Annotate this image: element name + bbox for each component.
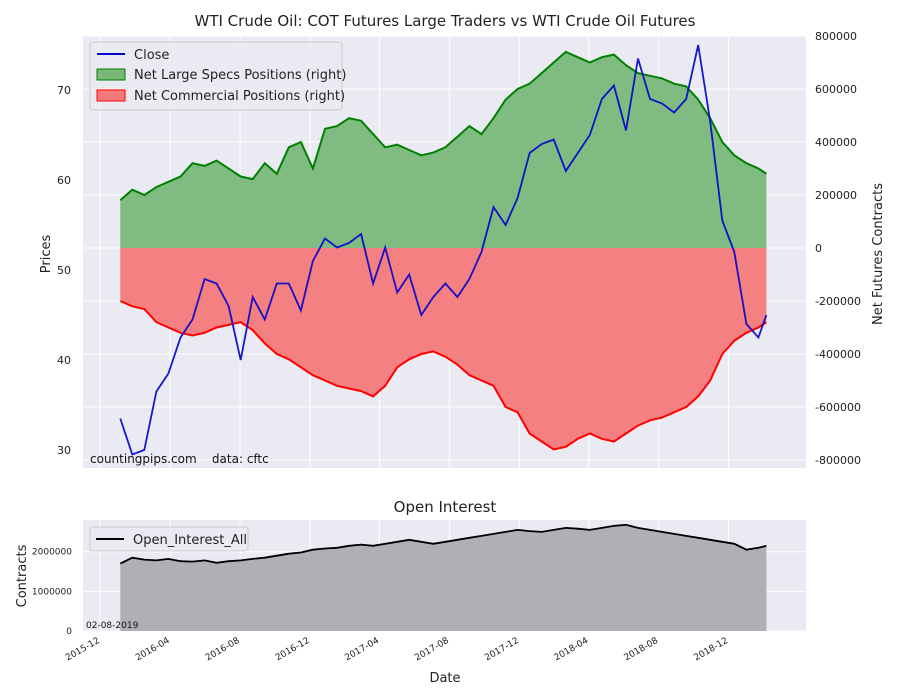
main-y-tick-left: 70 bbox=[57, 84, 71, 97]
oi-date-label: 02-08-2019 bbox=[86, 621, 139, 631]
oi-y-tick: 1000000 bbox=[32, 587, 72, 597]
legend-close-label: Close bbox=[134, 48, 169, 63]
specs-line bbox=[119, 50, 767, 202]
main-y-tick-right: -400000 bbox=[815, 348, 861, 361]
oi-x-label: Date bbox=[429, 671, 460, 686]
oi-legend[interactable]: Open_Interest_All bbox=[89, 526, 249, 552]
main-areas bbox=[120, 51, 767, 450]
oi-area bbox=[119, 523, 767, 631]
oi-y-tick: 2000000 bbox=[32, 548, 72, 558]
main-chart-title: WTI Crude Oil: COT Futures Large Traders… bbox=[195, 12, 696, 30]
main-y-tick-left: 50 bbox=[57, 264, 71, 277]
main-y-tick-right: 800000 bbox=[815, 30, 857, 43]
main-y-tick-right: 0 bbox=[815, 242, 822, 255]
main-y-label-right: Net Futures Contracts bbox=[871, 183, 886, 325]
main-y-tick-right: 400000 bbox=[815, 136, 857, 149]
main-y-tick-left: 30 bbox=[57, 444, 71, 457]
legend-commercial-swatch bbox=[96, 89, 126, 102]
commercial-line bbox=[119, 300, 767, 451]
oi-y-tick: 0 bbox=[66, 627, 72, 637]
oi-fill bbox=[120, 524, 767, 631]
main-y-tick-right: 200000 bbox=[815, 189, 857, 202]
legend-specs-label: Net Large Specs Positions (right) bbox=[134, 68, 346, 83]
oi-y-axis: 0 1000000 2000000 bbox=[32, 548, 72, 637]
commercial-area bbox=[120, 248, 767, 450]
main-lines bbox=[119, 44, 768, 456]
oi-y-label: Contracts bbox=[15, 544, 30, 607]
main-y-tick-right: -200000 bbox=[815, 295, 861, 308]
specs-area bbox=[120, 51, 767, 249]
main-legend[interactable]: Close Net Large Specs Positions (right) … bbox=[89, 41, 346, 111]
legend-specs-swatch bbox=[96, 68, 126, 81]
main-y-tick-right: -800000 bbox=[815, 454, 861, 467]
oi-chart-title: Open Interest bbox=[394, 498, 497, 516]
main-y-tick-right: -600000 bbox=[815, 401, 861, 414]
main-chart: WTI Crude Oil: COT Futures Large Traders… bbox=[39, 12, 886, 468]
main-y-tick-left: 60 bbox=[57, 174, 71, 187]
main-y-tick-left: 40 bbox=[57, 354, 71, 367]
source-text: countingpips.com data: cftc bbox=[90, 452, 269, 466]
main-y-tick-right: 600000 bbox=[815, 83, 857, 96]
oi-line bbox=[119, 523, 767, 565]
main-y-label-left: Prices bbox=[39, 235, 54, 274]
legend-oi-label: Open_Interest_All bbox=[133, 533, 247, 548]
main-y-axis-left: 30 40 50 60 70 bbox=[57, 84, 71, 457]
legend-commercial-label: Net Commercial Positions (right) bbox=[134, 89, 345, 104]
main-y-axis-right: 800000 600000 400000 200000 0 -200000 -400000 -… bbox=[815, 30, 861, 467]
close-line bbox=[119, 44, 768, 456]
